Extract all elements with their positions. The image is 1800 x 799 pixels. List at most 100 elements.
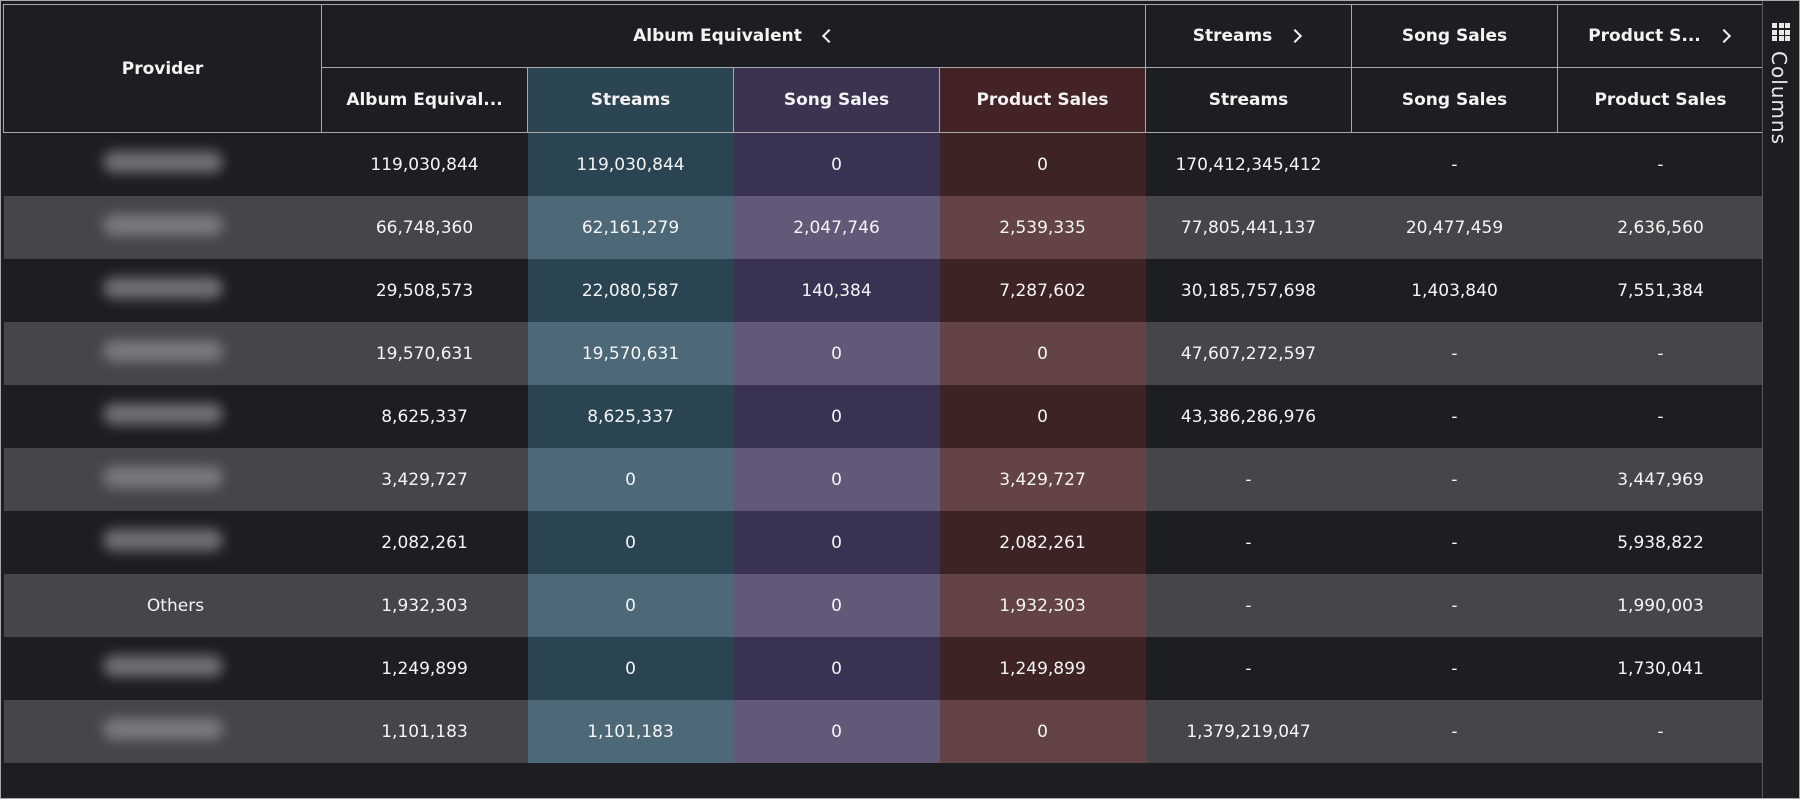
cell-streams[interactable]: 47,607,272,597 — [1145, 322, 1352, 385]
cell-song[interactable]: - — [1351, 448, 1558, 511]
cell-ae[interactable]: 119,030,844 — [321, 132, 528, 196]
cell-product[interactable]: 5,938,822 — [1557, 511, 1763, 574]
provider-cell[interactable] — [3, 385, 322, 448]
chevron-right-icon[interactable] — [1716, 28, 1731, 44]
cell-ae-streams[interactable]: 119,030,844 — [527, 132, 734, 196]
cell-song[interactable]: - — [1351, 574, 1558, 637]
cell-streams[interactable]: 77,805,441,137 — [1145, 196, 1352, 259]
cell-ae-streams[interactable]: 8,625,337 — [527, 385, 734, 448]
column-header-ae-song-sales[interactable]: Song Sales — [733, 67, 940, 133]
table-row[interactable]: 1,101,183 1,101,183 0 0 1,379,219,047- - — [3, 700, 1763, 763]
cell-song[interactable]: - — [1351, 700, 1558, 763]
cell-ae-product[interactable]: 1,932,303 — [939, 574, 1146, 637]
cell-ae-song[interactable]: 0 — [733, 132, 940, 196]
cell-ae-product[interactable]: 1,249,899 — [939, 637, 1146, 700]
cell-ae[interactable]: 66,748,360 — [321, 196, 528, 259]
cell-song[interactable]: - — [1351, 322, 1558, 385]
column-header-product-sales[interactable]: Product Sales — [1557, 67, 1763, 133]
cell-ae-song[interactable]: 0 — [733, 637, 940, 700]
cell-product[interactable]: - — [1557, 132, 1763, 196]
cell-ae-product[interactable]: 0 — [939, 132, 1146, 196]
cell-ae-streams[interactable]: 0 — [527, 637, 734, 700]
cell-ae[interactable]: 1,249,899 — [321, 637, 528, 700]
table-row[interactable]: 119,030,844 119,030,844 0 0 170,412,345,412-… — [3, 132, 1763, 196]
table-row[interactable]: 3,429,727 0 0 3,429,727- -3,447,969 — [3, 448, 1763, 511]
cell-ae[interactable]: 8,625,337 — [321, 385, 528, 448]
cell-ae-product[interactable]: 3,429,727 — [939, 448, 1146, 511]
group-header-album-equivalent[interactable]: Album Equivalent — [321, 4, 1146, 68]
provider-cell[interactable]: Others — [3, 574, 322, 637]
cell-ae[interactable]: 3,429,727 — [321, 448, 528, 511]
cell-product[interactable]: - — [1557, 385, 1763, 448]
cell-ae-streams[interactable]: 62,161,279 — [527, 196, 734, 259]
cell-song[interactable]: - — [1351, 637, 1558, 700]
cell-streams[interactable]: 30,185,757,698 — [1145, 259, 1352, 322]
grid-icon[interactable] — [1772, 23, 1790, 41]
columns-tab-label[interactable]: Columns — [1767, 51, 1791, 146]
column-header-streams[interactable]: Streams — [1145, 67, 1352, 133]
cell-song[interactable]: - — [1351, 132, 1558, 196]
provider-cell[interactable] — [3, 511, 322, 574]
cell-product[interactable]: 3,447,969 — [1557, 448, 1763, 511]
cell-ae-product[interactable]: 2,082,261 — [939, 511, 1146, 574]
cell-song[interactable]: 1,403,840 — [1351, 259, 1558, 322]
cell-ae-product[interactable]: 0 — [939, 385, 1146, 448]
cell-product[interactable]: 2,636,560 — [1557, 196, 1763, 259]
provider-cell[interactable] — [3, 637, 322, 700]
columns-side-panel[interactable]: Columns — [1762, 1, 1799, 798]
table-row[interactable]: 8,625,337 8,625,337 0 0 43,386,286,976- - — [3, 385, 1763, 448]
cell-product[interactable]: - — [1557, 322, 1763, 385]
cell-ae-streams[interactable]: 0 — [527, 448, 734, 511]
cell-ae-product[interactable]: 7,287,602 — [939, 259, 1146, 322]
chevron-right-icon[interactable] — [1288, 28, 1303, 44]
cell-ae-song[interactable]: 140,384 — [733, 259, 940, 322]
cell-ae[interactable]: 1,101,183 — [321, 700, 528, 763]
cell-ae-product[interactable]: 0 — [939, 700, 1146, 763]
column-header-album-equivalent[interactable]: Album Equival... — [321, 67, 528, 133]
cell-streams[interactable]: - — [1145, 637, 1352, 700]
cell-ae-streams[interactable]: 0 — [527, 574, 734, 637]
cell-product[interactable]: 1,730,041 — [1557, 637, 1763, 700]
cell-ae-song[interactable]: 0 — [733, 511, 940, 574]
cell-ae-song[interactable]: 0 — [733, 322, 940, 385]
cell-ae-streams[interactable]: 0 — [527, 511, 734, 574]
cell-streams[interactable]: - — [1145, 511, 1352, 574]
cell-streams[interactable]: 1,379,219,047 — [1145, 700, 1352, 763]
cell-product[interactable]: 1,990,003 — [1557, 574, 1763, 637]
cell-streams[interactable]: 170,412,345,412 — [1145, 132, 1352, 196]
cell-ae-product[interactable]: 0 — [939, 322, 1146, 385]
cell-ae-streams[interactable]: 22,080,587 — [527, 259, 734, 322]
group-header-streams[interactable]: Streams — [1145, 4, 1352, 68]
table-row[interactable]: 1,249,899 0 0 1,249,899- -1,730,041 — [3, 637, 1763, 700]
cell-ae-streams[interactable]: 19,570,631 — [527, 322, 734, 385]
chevron-left-icon[interactable] — [821, 28, 836, 44]
column-header-song-sales[interactable]: Song Sales — [1351, 67, 1558, 133]
cell-ae-song[interactable]: 2,047,746 — [733, 196, 940, 259]
cell-song[interactable]: 20,477,459 — [1351, 196, 1558, 259]
column-header-ae-product-sales[interactable]: Product Sales — [939, 67, 1146, 133]
cell-ae-product[interactable]: 2,539,335 — [939, 196, 1146, 259]
cell-ae-song[interactable]: 0 — [733, 574, 940, 637]
cell-streams[interactable]: 43,386,286,976 — [1145, 385, 1352, 448]
column-header-provider[interactable]: Provider — [3, 4, 322, 133]
provider-cell[interactable] — [3, 700, 322, 763]
cell-product[interactable]: - — [1557, 700, 1763, 763]
cell-streams[interactable]: - — [1145, 574, 1352, 637]
provider-cell[interactable] — [3, 196, 322, 259]
cell-song[interactable]: - — [1351, 511, 1558, 574]
column-header-ae-streams[interactable]: Streams — [527, 67, 734, 133]
provider-cell[interactable] — [3, 322, 322, 385]
cell-song[interactable]: - — [1351, 385, 1558, 448]
provider-cell[interactable] — [3, 448, 322, 511]
provider-cell[interactable] — [3, 259, 322, 322]
cell-ae[interactable]: 2,082,261 — [321, 511, 528, 574]
cell-ae-streams[interactable]: 1,101,183 — [527, 700, 734, 763]
cell-ae[interactable]: 29,508,573 — [321, 259, 528, 322]
table-row[interactable]: 2,082,261 0 0 2,082,261- -5,938,822 — [3, 511, 1763, 574]
cell-ae-song[interactable]: 0 — [733, 700, 940, 763]
table-row[interactable]: 19,570,631 19,570,631 0 0 47,607,272,597- - — [3, 322, 1763, 385]
provider-cell[interactable] — [3, 132, 322, 196]
table-row[interactable]: 66,748,360 62,161,279 2,047,746 2,539,335 77… — [3, 196, 1763, 259]
table-row[interactable]: 29,508,573 22,080,587 140,384 7,287,602 30,1… — [3, 259, 1763, 322]
cell-ae-song[interactable]: 0 — [733, 448, 940, 511]
